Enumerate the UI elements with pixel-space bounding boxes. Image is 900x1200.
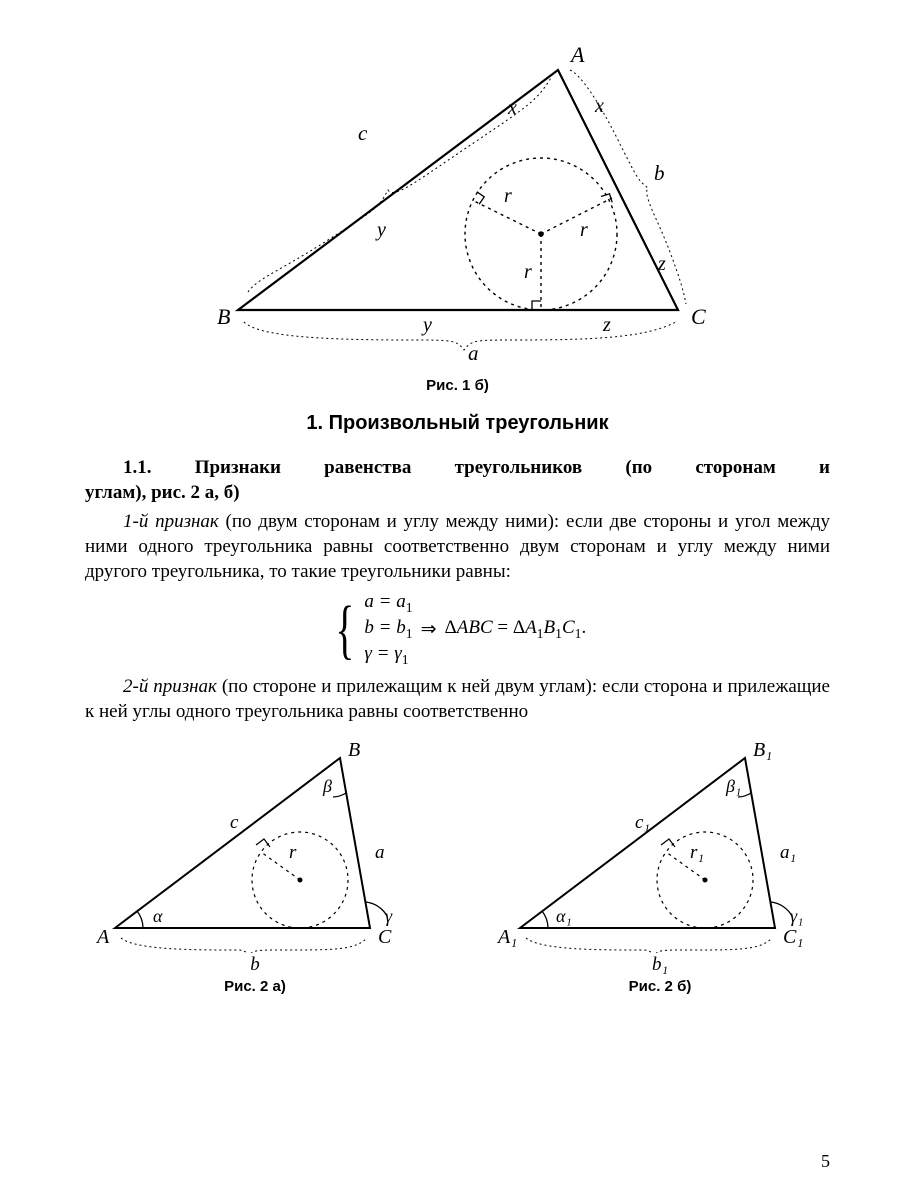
lbl-alpha-2a: α (153, 906, 163, 926)
label-z-ac: z (657, 253, 666, 275)
implies: ⇒ (421, 617, 437, 642)
f-l1-sub: 1 (406, 600, 413, 615)
lbl-alpha-2b: α₁ (556, 906, 572, 926)
page: A B C c b a x x y y z z r r r Рис. 1 б) … (0, 0, 900, 1200)
rhs-eq: = (493, 617, 513, 638)
formula-sas: { a = a1 b = b1 γ = γ1 ⇒ ΔABC = ΔA1B1C1. (85, 590, 830, 668)
rhs-period: . (582, 617, 587, 638)
sub-1-1-number: 1.1. (85, 455, 152, 480)
sub-1-1-heading: 1.1. Признаки равенства треугольников (п… (85, 455, 830, 505)
label-B: B (217, 304, 230, 329)
w6: и (781, 455, 830, 480)
rhs-delta2: Δ (513, 617, 525, 638)
figure-2a-caption: Рис. 2 а) (85, 978, 425, 995)
rhs: ΔABC = ΔA1B1C1. (445, 615, 587, 643)
lbl-c-2b: c₁ (635, 812, 650, 833)
figure-1b-svg: A B C c b a x x y y z z r r r (178, 40, 738, 370)
rhs-abc: ABC (457, 617, 493, 638)
arc-alpha (137, 911, 143, 928)
label-r3: r (524, 261, 532, 283)
lbl-C-2b: C₁ (783, 926, 803, 948)
figure-1b: A B C c b a x x y y z z r r r Рис. 1 б) (85, 40, 830, 394)
w1: Признаки (157, 455, 281, 480)
lbl-a-2a: a (375, 842, 385, 863)
lbl-beta-2b: β₁ (725, 776, 741, 796)
label-r2: r (580, 219, 588, 241)
brace-b-2a (121, 938, 367, 953)
perp-markers (475, 191, 615, 310)
figure-2-row: A B C α β γ a c r b Рис. 2 а) (85, 738, 830, 1013)
lbl-r-2a: r (289, 842, 297, 863)
section-1-heading: 1. Произвольный треугольник (85, 412, 830, 435)
lbl-r-2b: r₁ (690, 842, 704, 863)
figure-2a-svg: A B C α β γ a c r (85, 738, 425, 953)
label-x-ab: x (507, 97, 517, 119)
braces (244, 70, 686, 350)
arc-gamma (366, 902, 387, 916)
para-criterion-2: 2-й признак (по стороне и прилежащим к н… (85, 674, 830, 724)
f-l2: b = b (364, 617, 405, 638)
figure-2b: A₁ B₁ C₁ α₁ β₁ γ₁ a₁ c₁ r₁ b₁ Рис. 2 б) (490, 738, 830, 1013)
lbl-b-2b-below: b₁ (490, 954, 830, 976)
lbl-A-2b: A₁ (496, 926, 517, 948)
left-brace: { (335, 600, 354, 659)
label-b: b (654, 161, 665, 185)
sub-1-1-line2: углам), рис. 2 а, б) (85, 482, 240, 503)
lbl-A-2a: A (95, 926, 110, 948)
para-criterion-1: 1-й признак (по двум сторонам и углу меж… (85, 509, 830, 584)
figure-2b-svg: A₁ B₁ C₁ α₁ β₁ γ₁ a₁ c₁ r₁ (490, 738, 830, 953)
figure-1b-caption: Рис. 1 б) (85, 377, 830, 394)
lbl-c-2a: c (230, 812, 239, 833)
f-l3: γ = γ (364, 643, 401, 664)
label-x-ac: x (594, 95, 604, 117)
lbl-B-2a: B (348, 739, 360, 761)
rhs-a1b1c1: A1B1C1 (525, 617, 581, 638)
lbl-beta-2a: β (322, 776, 332, 796)
arc-gamma1 (771, 902, 792, 916)
f-l1: a = a (364, 591, 405, 612)
w3: треугольников (417, 455, 583, 480)
lbl-a-2b: a₁ (780, 842, 796, 863)
w4: (по (587, 455, 652, 480)
label-y-bc: y (421, 314, 432, 336)
rhs-delta1: Δ (445, 617, 457, 638)
para1-lead: 1-й признак (123, 511, 219, 532)
system-lines: a = a1 b = b1 γ = γ1 (364, 590, 412, 668)
section-number: 1. (306, 412, 323, 434)
w2: равенства (286, 455, 411, 480)
label-c: c (358, 121, 368, 145)
label-y-ab: y (375, 219, 386, 241)
body-text: 1.1. Признаки равенства треугольников (п… (85, 455, 830, 724)
f-l3-sub: 1 (402, 652, 409, 667)
w5: сторонам (657, 455, 775, 480)
label-z-bc: z (602, 314, 611, 336)
lbl-gamma-2a: γ (385, 906, 393, 926)
lbl-B-2b: B₁ (753, 739, 772, 761)
arc-beta (333, 793, 346, 797)
label-a: a (468, 341, 479, 365)
brace-b-2b (526, 938, 772, 953)
figure-2b-caption: Рис. 2 б) (490, 978, 830, 995)
para2-lead: 2-й признак (123, 676, 217, 697)
page-number: 5 (821, 1151, 830, 1172)
f-l2-sub: 1 (406, 626, 413, 641)
label-A: A (569, 42, 585, 67)
figure-2a: A B C α β γ a c r b Рис. 2 а) (85, 738, 425, 1013)
arc-alpha1 (542, 911, 548, 928)
label-C: C (691, 304, 706, 329)
perp-2b (661, 839, 675, 847)
lbl-gamma-2b: γ₁ (790, 906, 803, 926)
lbl-b-2a-below: b (85, 954, 425, 976)
triangle-ABC (238, 70, 678, 310)
radius-to-AC (541, 198, 612, 234)
label-r1: r (504, 185, 512, 207)
lbl-C-2a: C (378, 926, 392, 948)
section-title-text: Произвольный треугольник (329, 412, 609, 434)
perp-2a (256, 839, 270, 847)
